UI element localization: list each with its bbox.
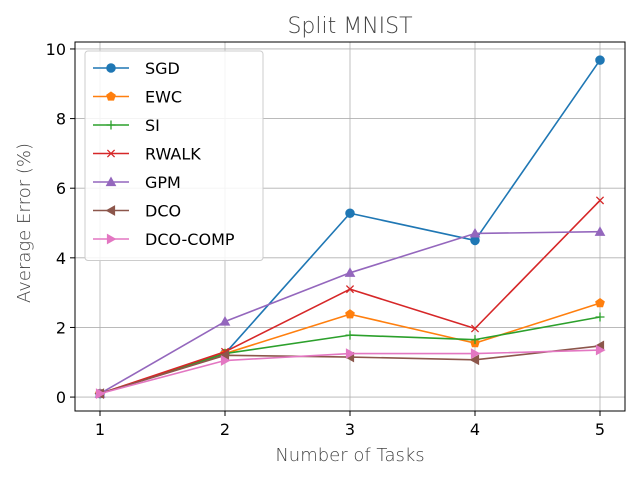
series-dco-comp: [95, 344, 606, 399]
chart-title: Split MNIST: [287, 14, 412, 39]
data-point-dco-comp: [470, 348, 481, 359]
legend-label: SI: [145, 116, 160, 135]
data-point-sgd: [595, 55, 605, 65]
y-tick-label: 4: [56, 249, 66, 268]
axis-ticks: 1 2 3 4 5 0 2 4 6 8 10: [46, 40, 605, 439]
y-tick-label: 6: [56, 179, 66, 198]
data-point-si: [595, 312, 605, 322]
data-point-rwalk: [470, 324, 480, 333]
data-point-dco-comp: [95, 388, 106, 399]
legend-entry-dco-comp: DCO-COMP: [93, 230, 235, 249]
legend-entry-rwalk: RWALK: [93, 145, 201, 164]
legend-marker: [106, 91, 116, 101]
legend-marker: [105, 205, 116, 216]
data-point-dco-comp: [595, 344, 606, 356]
data-point-gpm: [469, 227, 481, 238]
legend-label: DCO-COMP: [145, 230, 235, 249]
y-tick-label: 10: [46, 40, 66, 59]
data-point-si: [470, 335, 480, 345]
plot-series: [94, 55, 606, 399]
data-point-dco: [469, 354, 480, 366]
x-tick-label: 5: [595, 420, 605, 439]
x-tick-label: 1: [95, 420, 105, 439]
legend-entry-si: SI: [93, 116, 160, 135]
y-axis-label: Average Error (%): [14, 143, 35, 303]
legend-entry-gpm: GPM: [93, 173, 181, 192]
data-point-dco-comp: [345, 348, 356, 359]
legend-marker: [106, 120, 116, 130]
legend-marker: [106, 63, 116, 73]
legend-label: SGD: [145, 59, 180, 78]
data-point-gpm: [219, 316, 231, 326]
x-axis-label: Number of Tasks: [275, 445, 424, 466]
legend-label: EWC: [145, 88, 182, 107]
legend-label: RWALK: [145, 145, 201, 164]
x-tick-label: 3: [345, 420, 355, 439]
legend-entry-dco: DCO: [93, 202, 181, 221]
data-point-dco-comp: [220, 355, 231, 366]
y-tick-label: 2: [56, 318, 66, 337]
y-tick-label: 0: [56, 388, 66, 407]
legend-entry-ewc: EWC: [93, 88, 182, 107]
x-tick-label: 2: [220, 420, 230, 439]
data-point-si: [345, 330, 355, 340]
y-tick-label: 8: [56, 110, 66, 129]
legend-entry-sgd: SGD: [93, 59, 180, 78]
x-tick-label: 4: [470, 420, 480, 439]
data-point-rwalk: [345, 285, 355, 294]
data-point-gpm: [344, 267, 356, 277]
data-point-gpm: [594, 226, 606, 236]
legend-label: DCO: [145, 202, 181, 221]
legend-marker: [105, 176, 117, 187]
legend-marker: [106, 149, 116, 158]
data-point-ewc: [345, 309, 355, 319]
data-point-sgd: [345, 208, 355, 219]
data-point-rwalk: [595, 196, 605, 205]
legend: SGD EWC SI RWALK GPM DCO DCO-COMP: [84, 50, 264, 261]
legend-box: [84, 50, 264, 261]
legend-marker: [106, 233, 117, 245]
data-point-ewc: [595, 297, 605, 308]
legend-label: GPM: [145, 173, 181, 192]
